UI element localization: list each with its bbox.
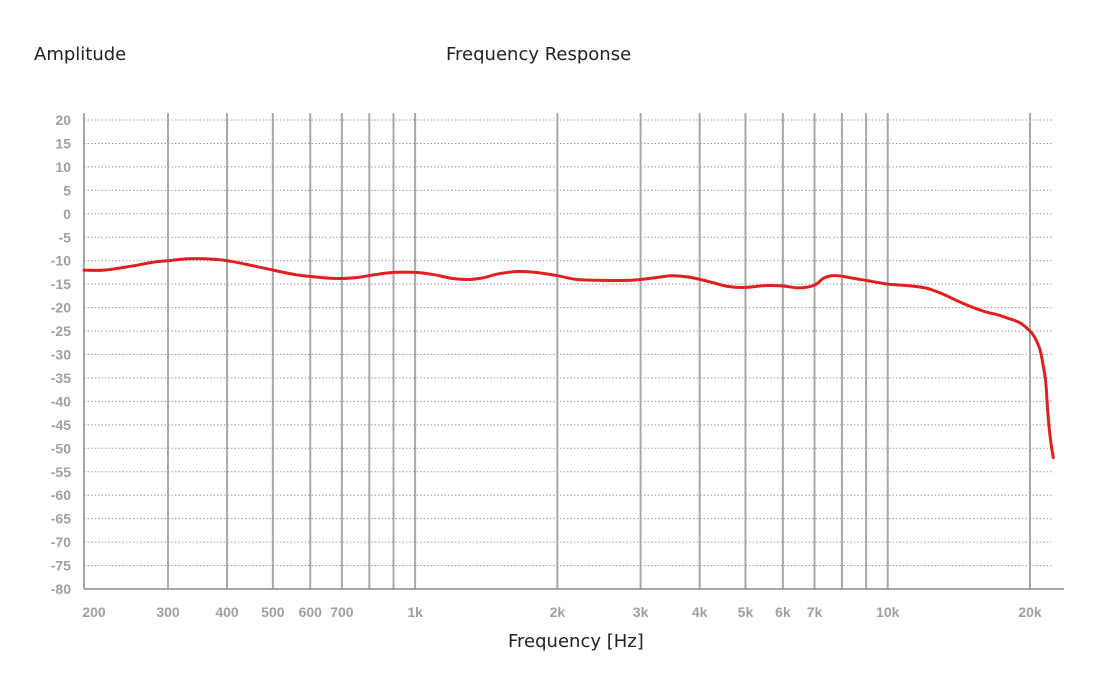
y-tick-label: -30 <box>51 347 71 363</box>
response-curve <box>82 257 1055 460</box>
x-tick-label: 500 <box>261 604 285 620</box>
x-tick-label: 400 <box>215 604 239 620</box>
y-tick-label: -5 <box>59 229 72 245</box>
x-tick-label: 6k <box>775 604 791 620</box>
x-tick-label: 3k <box>633 604 649 620</box>
y-tick-label: 20 <box>55 112 71 128</box>
y-tick-label: 0 <box>63 206 71 222</box>
x-tick-label: 700 <box>330 604 354 620</box>
y-tick-label: -45 <box>51 417 71 433</box>
y-tick-label: -40 <box>51 393 71 409</box>
x-tick-label: 2k <box>550 604 566 620</box>
y-tick-label: -10 <box>51 253 71 269</box>
y-tick-label: -20 <box>51 300 71 316</box>
series <box>82 257 1055 460</box>
y-tick-label: -50 <box>51 440 71 456</box>
y-axis-title: Amplitude <box>34 44 127 65</box>
y-tick-label: -60 <box>51 487 71 503</box>
y-tick-label: -25 <box>51 323 71 339</box>
x-tick-label: 1k <box>407 604 423 620</box>
y-tick-label: -75 <box>51 558 71 574</box>
y-tick-label: -35 <box>51 370 71 386</box>
axes <box>83 113 1064 590</box>
y-tick-label: 5 <box>63 182 71 198</box>
x-tick-label: 4k <box>692 604 708 620</box>
y-tick-label: -80 <box>51 581 71 597</box>
x-tick-label: 5k <box>738 604 754 620</box>
y-tick-label: -65 <box>51 511 71 527</box>
y-tick-label: -15 <box>51 276 71 292</box>
chart-title: Frequency Response <box>446 44 632 65</box>
x-tick-label: 600 <box>299 604 323 620</box>
grid <box>84 113 1052 590</box>
x-tick-label: 7k <box>807 604 823 620</box>
x-tick-label: 20k <box>1018 604 1042 620</box>
x-axis-title: Frequency [Hz] <box>508 631 644 652</box>
y-tick-label: -70 <box>51 534 71 550</box>
y-tick-label: 15 <box>55 135 71 151</box>
x-tick-label: 10k <box>876 604 900 620</box>
tick-labels: 20 15 10 5 0 -5 -10 -15 -20 -25 -30 -35 -40 -45 -50 -55… <box>51 112 1042 620</box>
y-tick-label: -55 <box>51 464 71 480</box>
x-tick-label: 200 <box>82 604 106 620</box>
y-tick-label: 10 <box>55 159 71 175</box>
x-tick-label: 300 <box>156 604 180 620</box>
